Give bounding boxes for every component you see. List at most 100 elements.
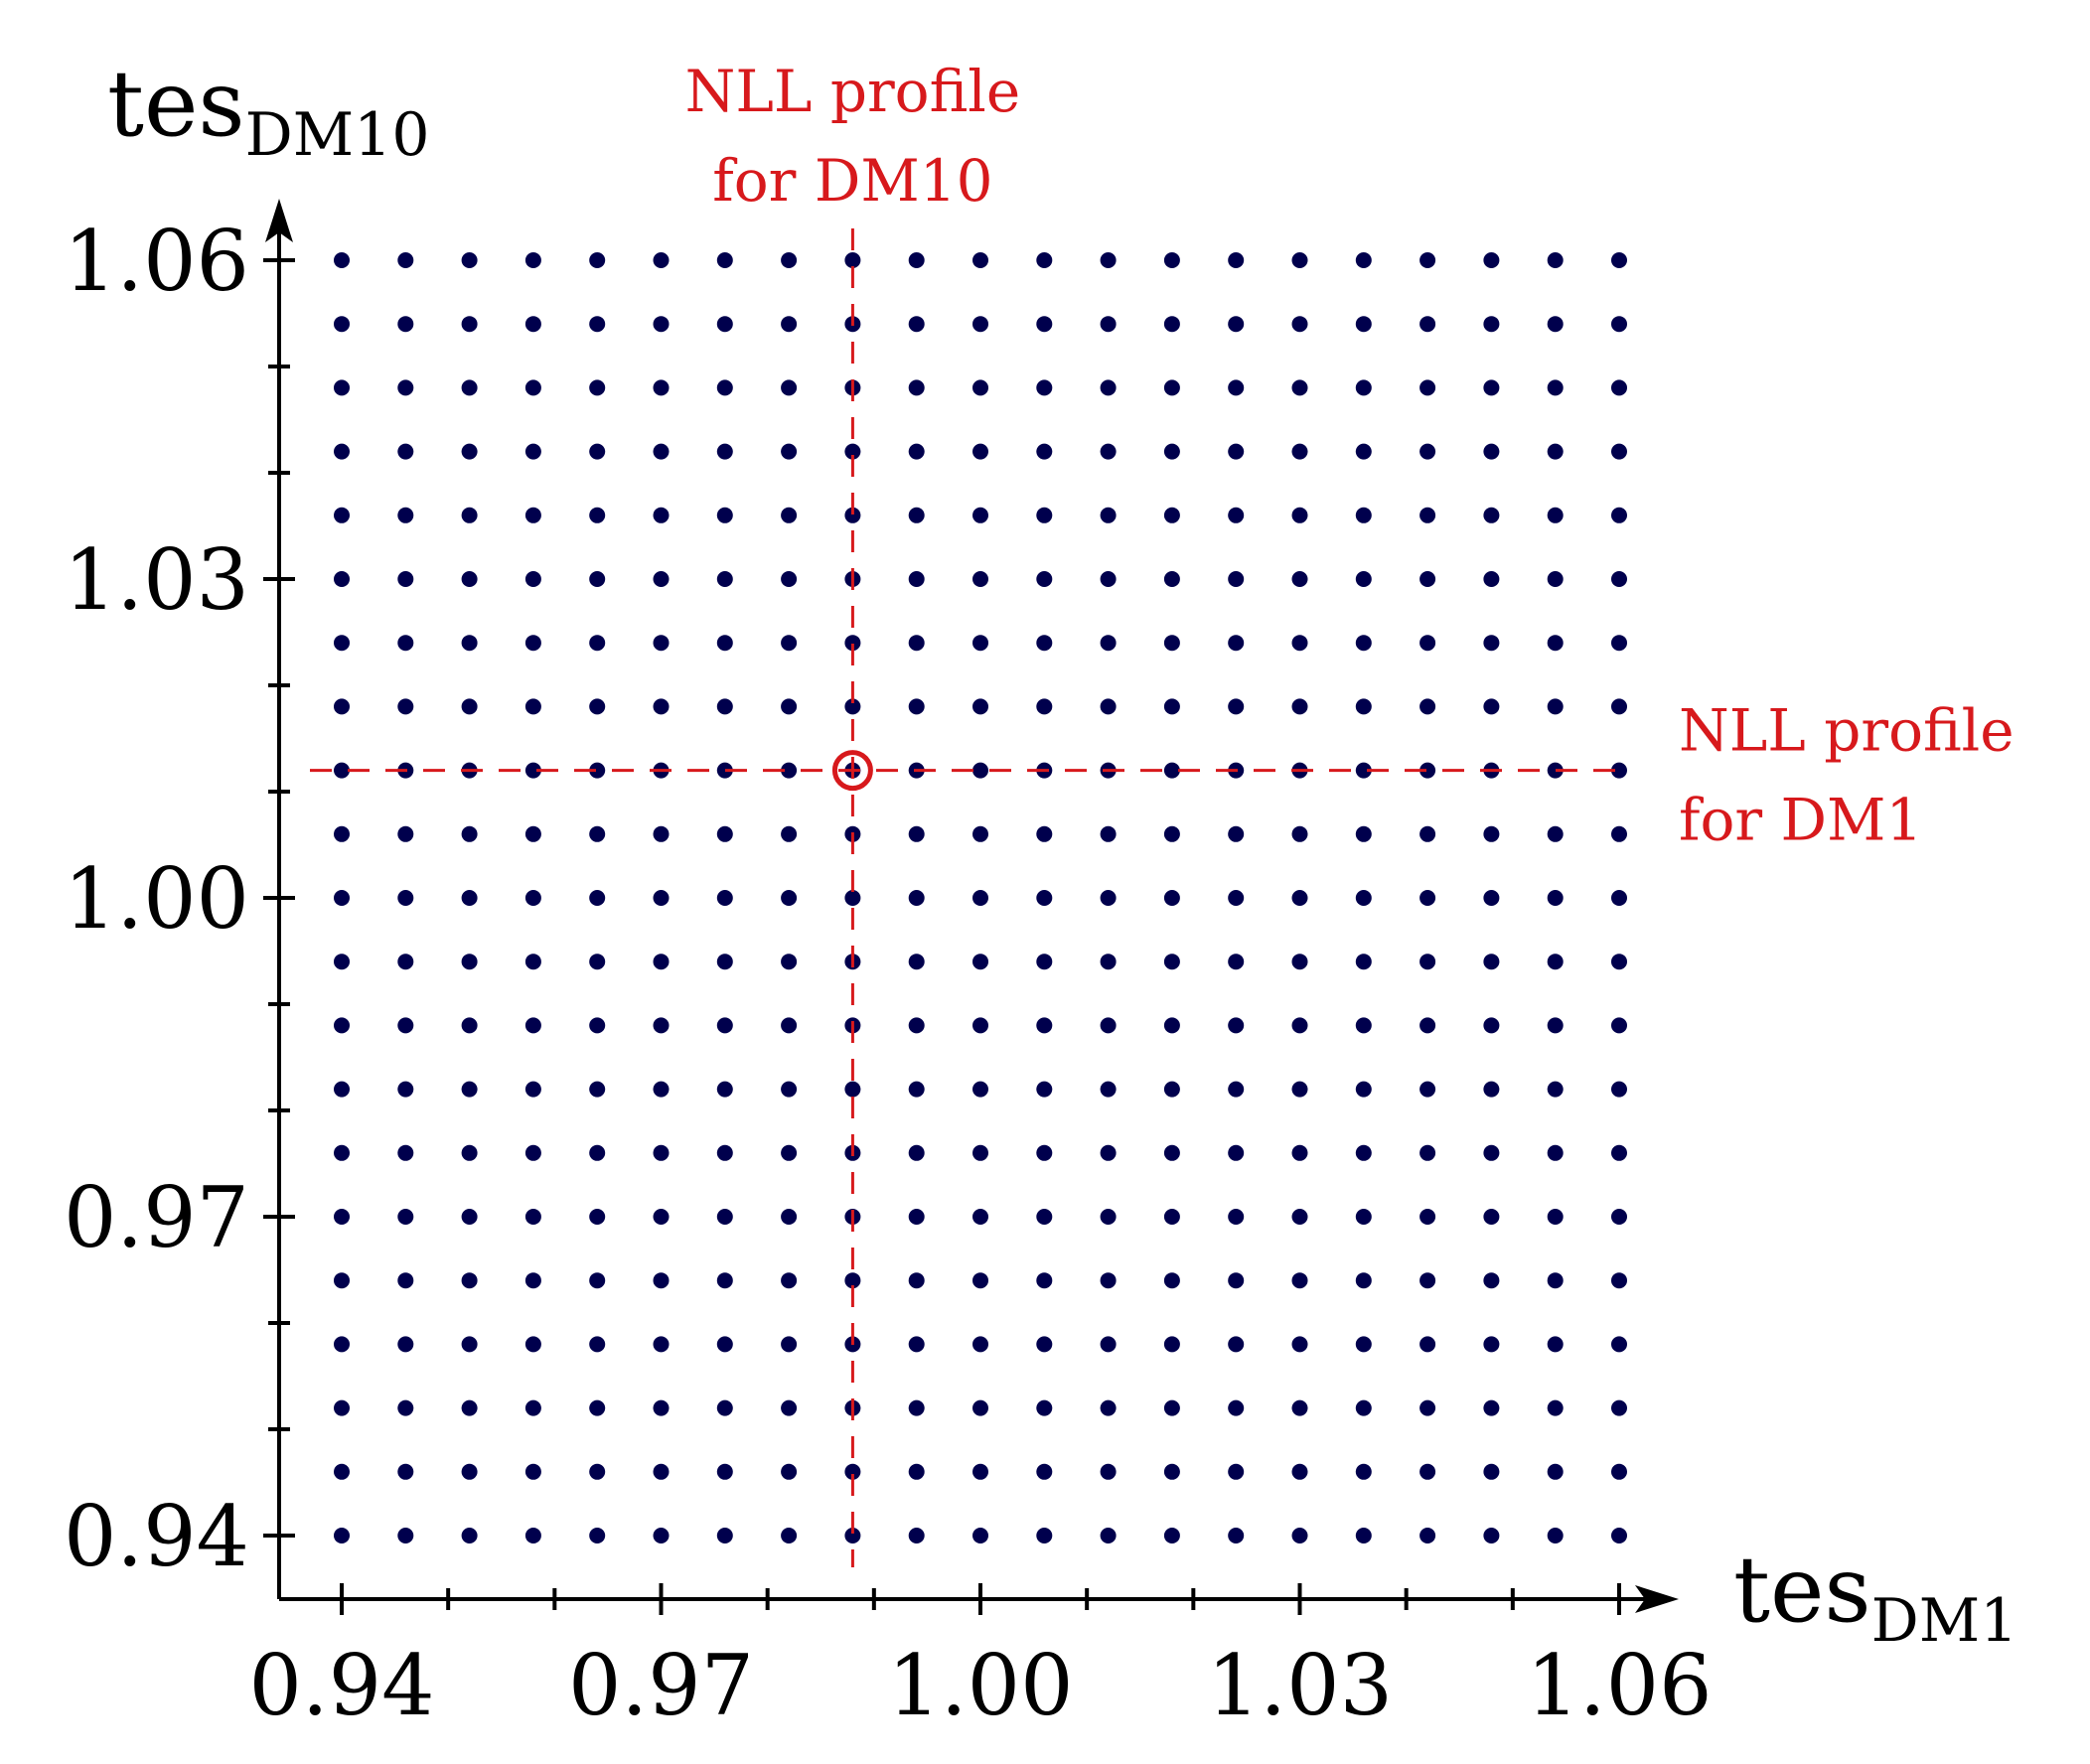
- data-point: [1611, 507, 1627, 523]
- data-point: [716, 507, 733, 523]
- x-tick-label: 1.03: [1207, 1637, 1393, 1734]
- data-point: [1036, 443, 1053, 460]
- data-point: [781, 635, 798, 652]
- data-point: [1355, 954, 1372, 970]
- data-point: [461, 635, 478, 652]
- data-point: [1228, 890, 1245, 906]
- data-point: [589, 1463, 606, 1480]
- data-point: [1419, 1528, 1436, 1544]
- data-point: [1419, 890, 1436, 906]
- data-point: [716, 1399, 733, 1416]
- data-point: [1483, 1017, 1500, 1034]
- data-point: [334, 698, 350, 715]
- data-point: [334, 316, 350, 333]
- data-point: [653, 443, 670, 460]
- data-point: [334, 507, 350, 523]
- data-point: [589, 443, 606, 460]
- data-point: [524, 507, 541, 523]
- data-point: [589, 1528, 606, 1544]
- data-point: [1228, 1081, 1245, 1098]
- data-point: [1355, 571, 1372, 587]
- data-point: [1100, 252, 1117, 268]
- data-point: [589, 252, 606, 268]
- data-point: [844, 1081, 861, 1098]
- data-point: [1611, 379, 1627, 396]
- data-point: [716, 252, 733, 268]
- data-point: [461, 1399, 478, 1416]
- data-point: [908, 507, 925, 523]
- data-point: [1036, 1017, 1053, 1034]
- y-axis-arrow-icon: [265, 199, 293, 242]
- x-tick-label: 0.94: [248, 1637, 434, 1734]
- labels: 0.94 0.97 1.00 1.03 1.06 0.94 0.97 1.00 1.03 1.06…: [64, 51, 2017, 1734]
- data-point: [1419, 1272, 1436, 1289]
- data-point: [524, 316, 541, 333]
- data-point: [908, 316, 925, 333]
- y-axis-title: tesDM10: [107, 51, 430, 170]
- data-point: [1419, 571, 1436, 587]
- data-point: [1483, 698, 1500, 715]
- data-point: [1100, 1528, 1117, 1544]
- data-point: [1483, 1081, 1500, 1098]
- data-point: [1547, 379, 1564, 396]
- data-point: [781, 1336, 798, 1353]
- data-point: [524, 954, 541, 970]
- data-point: [1163, 762, 1180, 779]
- data-point: [397, 443, 414, 460]
- data-point: [1291, 571, 1308, 587]
- data-point: [461, 507, 478, 523]
- data-point: [781, 571, 798, 587]
- data-point: [908, 1144, 925, 1161]
- data-point: [1611, 1463, 1627, 1480]
- data-point: [1547, 1144, 1564, 1161]
- data-point: [1100, 1399, 1117, 1416]
- data-point: [781, 443, 798, 460]
- data-point: [1355, 890, 1372, 906]
- data-point: [1419, 1209, 1436, 1225]
- data-point: [716, 635, 733, 652]
- data-point: [1547, 507, 1564, 523]
- data-point: [1355, 1144, 1372, 1161]
- data-point: [908, 379, 925, 396]
- data-point: [461, 1272, 478, 1289]
- data-point: [1547, 825, 1564, 842]
- data-point: [1163, 1336, 1180, 1353]
- data-point: [1419, 825, 1436, 842]
- data-point: [1483, 635, 1500, 652]
- data-point: [1163, 1463, 1180, 1480]
- data-point: [461, 379, 478, 396]
- data-point: [1547, 890, 1564, 906]
- data-point: [716, 316, 733, 333]
- data-point: [1036, 1272, 1053, 1289]
- data-point: [1163, 825, 1180, 842]
- data-point: [1163, 1144, 1180, 1161]
- data-point: [1036, 571, 1053, 587]
- data-point: [461, 1144, 478, 1161]
- data-point: [716, 1209, 733, 1225]
- data-point: [1100, 1144, 1117, 1161]
- data-point: [461, 443, 478, 460]
- data-point: [397, 571, 414, 587]
- data-point: [1100, 1209, 1117, 1225]
- data-point: [397, 507, 414, 523]
- data-point: [1547, 1017, 1564, 1034]
- data-point: [1611, 698, 1627, 715]
- data-point: [1547, 443, 1564, 460]
- data-point: [1355, 1209, 1372, 1225]
- data-point: [1228, 507, 1245, 523]
- data-point: [1483, 316, 1500, 333]
- data-point: [972, 954, 988, 970]
- data-point: [1291, 252, 1308, 268]
- data-point: [1228, 635, 1245, 652]
- data-point: [334, 1081, 350, 1098]
- data-point: [1419, 1017, 1436, 1034]
- data-point: [908, 252, 925, 268]
- data-point: [397, 698, 414, 715]
- data-point: [1100, 1017, 1117, 1034]
- data-point: [1291, 443, 1308, 460]
- data-point: [1228, 825, 1245, 842]
- data-point: [1100, 1336, 1117, 1353]
- data-point: [334, 1528, 350, 1544]
- data-point: [589, 379, 606, 396]
